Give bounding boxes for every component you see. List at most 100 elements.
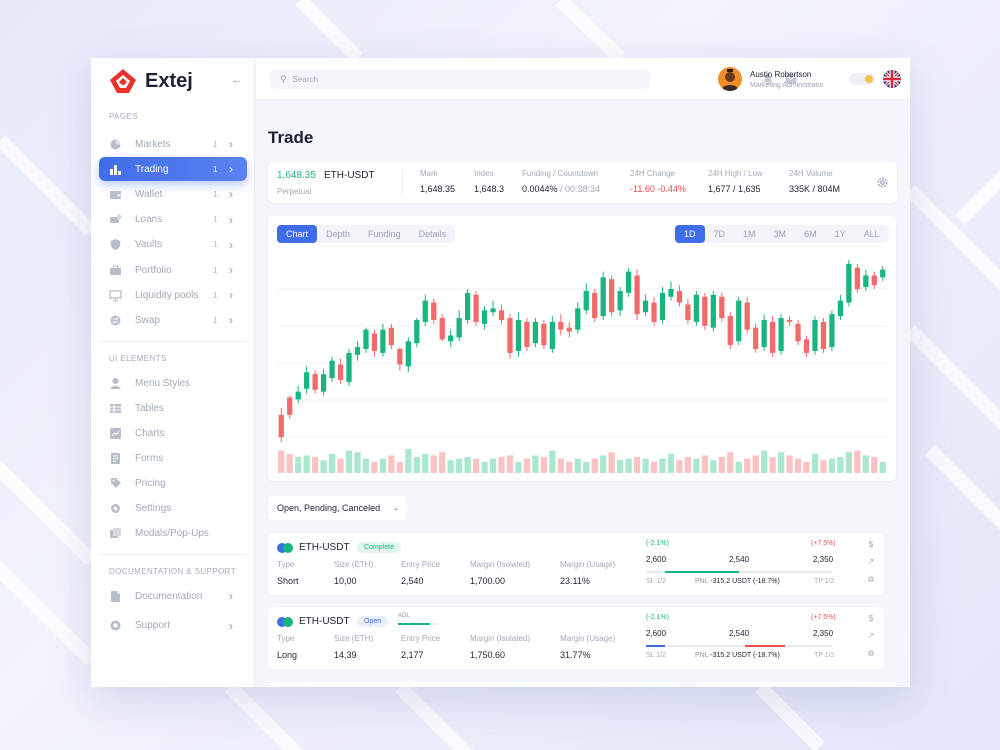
candle xyxy=(490,300,496,317)
sidebar-item-swap[interactable]: Swap 1 › xyxy=(99,308,247,332)
timeframe-7d[interactable]: 7D xyxy=(713,229,726,239)
sidebar-item-label: Charts xyxy=(135,427,165,439)
chevron-right-icon: › xyxy=(229,288,233,303)
volume-bar xyxy=(379,458,387,473)
sidebar-item-markets[interactable]: Markets 1 › xyxy=(99,132,247,156)
sidebar-item-charts[interactable]: Charts xyxy=(99,421,247,445)
volume-bar xyxy=(557,458,564,473)
theme-toggle[interactable] xyxy=(849,73,875,85)
candle xyxy=(829,310,835,351)
sidebar-item-tables[interactable]: Tables xyxy=(99,396,247,420)
sidebar-item-label: Documentation xyxy=(135,590,203,602)
dollar-icon[interactable]: $ xyxy=(868,614,874,623)
candle xyxy=(812,316,818,355)
search-input[interactable] xyxy=(292,74,623,84)
support-icon xyxy=(109,619,122,632)
sidebar-item-menu-styles[interactable]: Menu Styles xyxy=(99,371,247,395)
sidebar-item-modals-pop-ups[interactable]: Modals/Pop-Ups xyxy=(99,521,247,545)
sidebar-item-settings[interactable]: Settings xyxy=(99,496,247,520)
countdown: / 00:38:34 xyxy=(557,184,601,194)
take-profit-label: TP 1/2 xyxy=(814,652,835,659)
candle xyxy=(371,329,378,357)
volume-bar xyxy=(396,461,403,473)
chevron-right-icon: › xyxy=(229,237,233,252)
collapse-sidebar-button[interactable]: ← xyxy=(229,72,245,88)
entry-price: 2,177 xyxy=(401,650,424,660)
volume-bar xyxy=(591,458,598,473)
external-link-icon[interactable]: ↗ xyxy=(867,557,875,566)
margin-value: 1,700.00 xyxy=(470,576,506,586)
take-profit-label: TP 1/2 xyxy=(814,578,835,585)
tab-depth[interactable]: Depth xyxy=(326,229,351,239)
candle xyxy=(820,318,827,353)
search-icon: ⚲ xyxy=(280,73,287,84)
sidebar-item-vaults[interactable]: Vaults 1 › xyxy=(99,233,247,257)
volume-bar xyxy=(574,458,581,473)
candle xyxy=(287,395,293,419)
dollar-icon[interactable]: $ xyxy=(868,540,874,549)
loan-icon xyxy=(109,213,122,226)
settings-icon[interactable]: ⚙ xyxy=(867,649,875,658)
candle xyxy=(803,335,810,357)
sidebar-item-portfolio[interactable]: Portfolio 1 › xyxy=(99,258,247,282)
timeframe-all[interactable]: ALL xyxy=(863,229,880,239)
sidebar-item-loans[interactable]: Loans 1 › xyxy=(99,208,247,232)
search-box[interactable]: ⚲ xyxy=(270,69,650,89)
sun-icon xyxy=(865,75,873,83)
sidebar-item-documentation[interactable]: Documentation › xyxy=(99,584,247,608)
section-documentation: DOCUMENTATION & SUPPORT xyxy=(109,567,236,576)
divider xyxy=(99,554,247,555)
gear-icon[interactable] xyxy=(876,176,889,189)
timeframe-1m[interactable]: 1M xyxy=(743,229,756,239)
sidebar-item-support[interactable]: Support › xyxy=(99,614,247,638)
volume-bar xyxy=(744,458,751,473)
divider xyxy=(99,341,247,342)
size-label: Size (ETH) xyxy=(334,634,374,643)
volume-bar xyxy=(354,452,361,473)
candle xyxy=(837,294,844,320)
bell-icon[interactable] xyxy=(762,73,774,85)
tab-details[interactable]: Details xyxy=(418,229,447,239)
candlestick-chart[interactable] xyxy=(268,252,896,477)
tab-funding[interactable]: Funding xyxy=(368,229,401,239)
candle xyxy=(464,288,471,324)
mail-icon[interactable] xyxy=(785,74,797,84)
eth-usdt-coin-icon xyxy=(277,543,293,553)
change-value: -11.60 -0.44% xyxy=(630,184,686,194)
stop-loss-label: SL 1/2 xyxy=(646,578,666,585)
volume-bar xyxy=(540,457,548,473)
tab-chart[interactable]: Chart xyxy=(277,225,318,243)
candle xyxy=(795,319,801,346)
funding-label: Funding / Countdown xyxy=(522,169,599,178)
candle xyxy=(439,314,445,342)
candle xyxy=(634,269,640,320)
settings-icon[interactable]: ⚙ xyxy=(867,575,875,584)
timeframe-3m[interactable]: 3M xyxy=(773,229,787,239)
timeframe-6m[interactable]: 6M xyxy=(804,229,817,239)
pnl-text: PNL -315.2 USDT (-18.7%) xyxy=(695,578,780,585)
usage-value: 23.11% xyxy=(560,576,590,586)
candle xyxy=(278,408,284,442)
type-label: Type xyxy=(277,634,295,643)
candle xyxy=(871,271,877,289)
sidebar-item-count: 1 xyxy=(213,139,218,149)
sidebar-item-trading[interactable]: Trading 1 › xyxy=(99,157,247,182)
external-link-icon[interactable]: ↗ xyxy=(867,631,875,640)
entry-label: Entry Price xyxy=(401,634,441,643)
volume-bar xyxy=(345,450,353,473)
order-filter-dropdown[interactable]: Open, Pending, Canceled ⌄ xyxy=(268,496,407,520)
sidebar-item-count: 1 xyxy=(213,290,218,300)
volume-bar xyxy=(328,453,336,473)
briefcase-icon xyxy=(109,264,122,277)
uk-flag-icon[interactable] xyxy=(883,70,901,88)
avatar[interactable] xyxy=(718,67,742,91)
volume-bar xyxy=(371,461,378,473)
sidebar-item-liquidity-pools[interactable]: Liquidity pools 1 › xyxy=(99,283,247,307)
sidebar-item-forms[interactable]: Forms xyxy=(99,446,247,470)
app-name: Extej xyxy=(145,69,193,92)
sidebar-item-wallet[interactable]: Wallet 1 › xyxy=(99,182,247,206)
sidebar-item-pricing[interactable]: Pricing xyxy=(99,471,247,495)
chevron-right-icon: › xyxy=(229,137,233,151)
timeframe-1y[interactable]: 1Y xyxy=(834,229,846,239)
timeframe-1d[interactable]: 1D xyxy=(675,225,705,243)
